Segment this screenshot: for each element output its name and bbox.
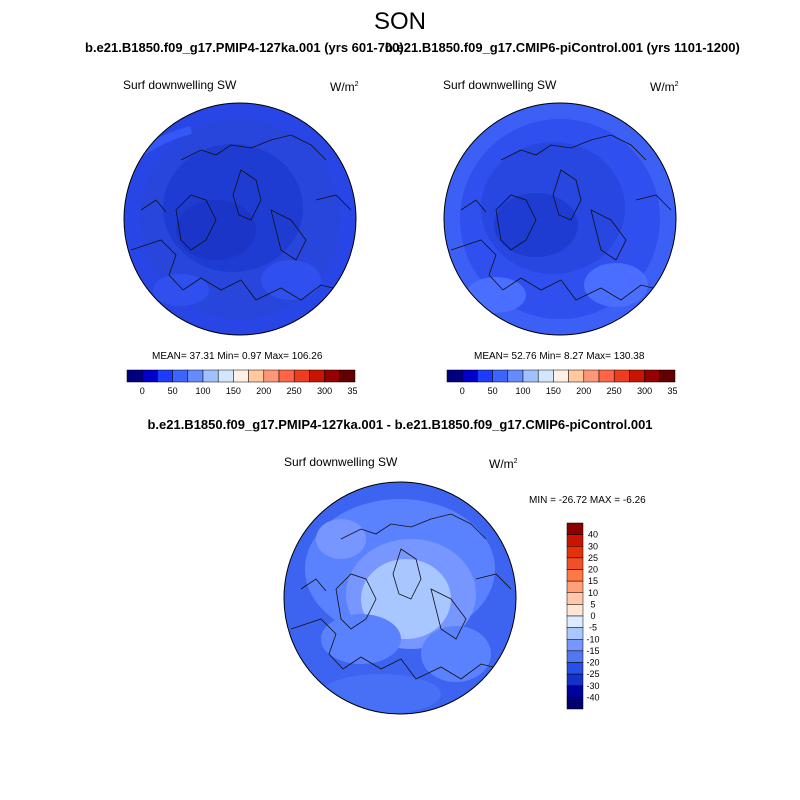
colorbar-cell bbox=[537, 369, 554, 383]
difference-polar-map bbox=[283, 481, 517, 715]
right-panel-title: b.e21.B1850.f09_g17.CMIP6-piControl.001 … bbox=[385, 40, 740, 55]
right-polar-map bbox=[443, 102, 677, 336]
colorbar-cell bbox=[566, 627, 584, 640]
right-stats: MEAN= 52.76 Min= 8.27 Max= 130.38 bbox=[474, 351, 645, 362]
colorbar-cell bbox=[507, 369, 524, 383]
colorbar-cell bbox=[566, 685, 584, 698]
colorbar-cell bbox=[659, 369, 676, 383]
colorbar-cell bbox=[566, 639, 584, 652]
colorbar-cell bbox=[644, 369, 661, 383]
colorbar-cell bbox=[566, 604, 584, 617]
colorbar-tick-label: 150 bbox=[546, 386, 561, 396]
colorbar-cell bbox=[566, 673, 584, 686]
plot-title: SON bbox=[373, 8, 426, 35]
colorbar-tick-label: 0 bbox=[590, 611, 595, 621]
colorbar-tick-label: 200 bbox=[256, 386, 271, 396]
colorbar-cell bbox=[566, 580, 584, 593]
colorbar-tick-label: 250 bbox=[287, 386, 302, 396]
colorbar-tick-label: 350 bbox=[347, 386, 357, 396]
difference-variable-label: Surf downwelling SW bbox=[284, 455, 398, 469]
colorbar-cell bbox=[583, 369, 600, 383]
colorbar-tick-label: 0 bbox=[140, 386, 145, 396]
colorbar-tick-label: 15 bbox=[588, 576, 598, 586]
colorbar-cell bbox=[217, 369, 234, 383]
left-colorbar: 0 50 100 150 200 250 300 350 bbox=[126, 369, 357, 396]
colorbar-tick-label: -10 bbox=[586, 634, 599, 644]
colorbar-tick-label: 40 bbox=[588, 530, 598, 540]
colorbar-tick-label: -40 bbox=[586, 692, 599, 702]
colorbar-tick-label: 50 bbox=[168, 386, 178, 396]
colorbar-cell bbox=[324, 369, 341, 383]
colorbar-tick-label: 100 bbox=[515, 386, 530, 396]
colorbar-cell bbox=[248, 369, 265, 383]
right-units-label: W/m2 bbox=[650, 80, 679, 94]
left-panel-title: b.e21.B1850.f09_g17.PMIP4-127ka.001 (yrs… bbox=[85, 40, 404, 55]
colorbar-tick-label: 10 bbox=[588, 588, 598, 598]
right-variable-label: Surf downwelling SW bbox=[443, 78, 557, 92]
colorbar-tick-label: 0 bbox=[460, 386, 465, 396]
colorbar-tick-label: -15 bbox=[586, 646, 599, 656]
colorbar-tick-label: 20 bbox=[588, 565, 598, 575]
difference-stats: MIN = -26.72 MAX = -6.26 bbox=[529, 495, 646, 506]
colorbar-cell bbox=[566, 557, 584, 570]
colorbar-cell bbox=[629, 369, 645, 383]
colorbar-cell bbox=[566, 662, 584, 675]
colorbar-tick-label: 30 bbox=[588, 541, 598, 551]
left-polar-map bbox=[123, 102, 357, 336]
colorbar-cell bbox=[172, 369, 189, 383]
colorbar-tick-label: 25 bbox=[588, 553, 598, 563]
colorbar-cell bbox=[278, 369, 295, 383]
left-units-label: W/m2 bbox=[330, 80, 359, 94]
colorbar-cell bbox=[477, 369, 493, 383]
colorbar-cell bbox=[461, 369, 478, 383]
colorbar-cell bbox=[553, 369, 569, 383]
difference-units-label: W/m2 bbox=[489, 457, 518, 471]
right-colorbar: 0 50 100 150 200 250 300 350 bbox=[446, 369, 677, 396]
colorbar-cell bbox=[568, 369, 585, 383]
colorbar-cell bbox=[233, 369, 249, 383]
colorbar-tick-label: 200 bbox=[576, 386, 591, 396]
colorbar-cell bbox=[566, 522, 584, 535]
colorbar-cell bbox=[202, 369, 219, 383]
colorbar-cell bbox=[566, 569, 584, 582]
colorbar-cell bbox=[566, 534, 584, 547]
left-variable-label: Surf downwelling SW bbox=[123, 78, 237, 92]
left-stats: MEAN= 37.31 Min= 0.97 Max= 106.26 bbox=[152, 351, 323, 362]
colorbar-cell bbox=[566, 650, 584, 663]
colorbar-cell bbox=[566, 697, 584, 710]
colorbar-cell bbox=[446, 369, 463, 383]
colorbar-cell bbox=[309, 369, 325, 383]
colorbar-cell bbox=[566, 546, 584, 559]
colorbar-cell bbox=[157, 369, 173, 383]
colorbar-cell bbox=[126, 369, 143, 383]
colorbar-cell bbox=[339, 369, 356, 383]
colorbar-tick-label: -20 bbox=[586, 658, 599, 668]
colorbar-cell bbox=[566, 615, 584, 628]
colorbar-cell bbox=[598, 369, 615, 383]
colorbar-cell bbox=[141, 369, 158, 383]
colorbar-cell bbox=[187, 369, 204, 383]
colorbar-tick-label: 100 bbox=[195, 386, 210, 396]
colorbar-tick-label: 300 bbox=[317, 386, 332, 396]
colorbar-tick-label: 150 bbox=[226, 386, 241, 396]
colorbar-cell bbox=[492, 369, 509, 383]
colorbar-tick-label: -25 bbox=[586, 669, 599, 679]
difference-title: b.e21.B1850.f09_g17.PMIP4-127ka.001 - b.… bbox=[147, 417, 653, 432]
colorbar-cell bbox=[522, 369, 539, 383]
colorbar-tick-label: 250 bbox=[607, 386, 622, 396]
colorbar-tick-label: 50 bbox=[488, 386, 498, 396]
colorbar-cell bbox=[293, 369, 310, 383]
colorbar-tick-label: -5 bbox=[589, 623, 597, 633]
colorbar-cell bbox=[263, 369, 280, 383]
colorbar-cell bbox=[613, 369, 630, 383]
colorbar-tick-label: -30 bbox=[586, 681, 599, 691]
colorbar-cell bbox=[566, 592, 584, 605]
colorbar-tick-label: 300 bbox=[637, 386, 652, 396]
colorbar-tick-label: 350 bbox=[667, 386, 677, 396]
colorbar-tick-label: 5 bbox=[590, 599, 595, 609]
